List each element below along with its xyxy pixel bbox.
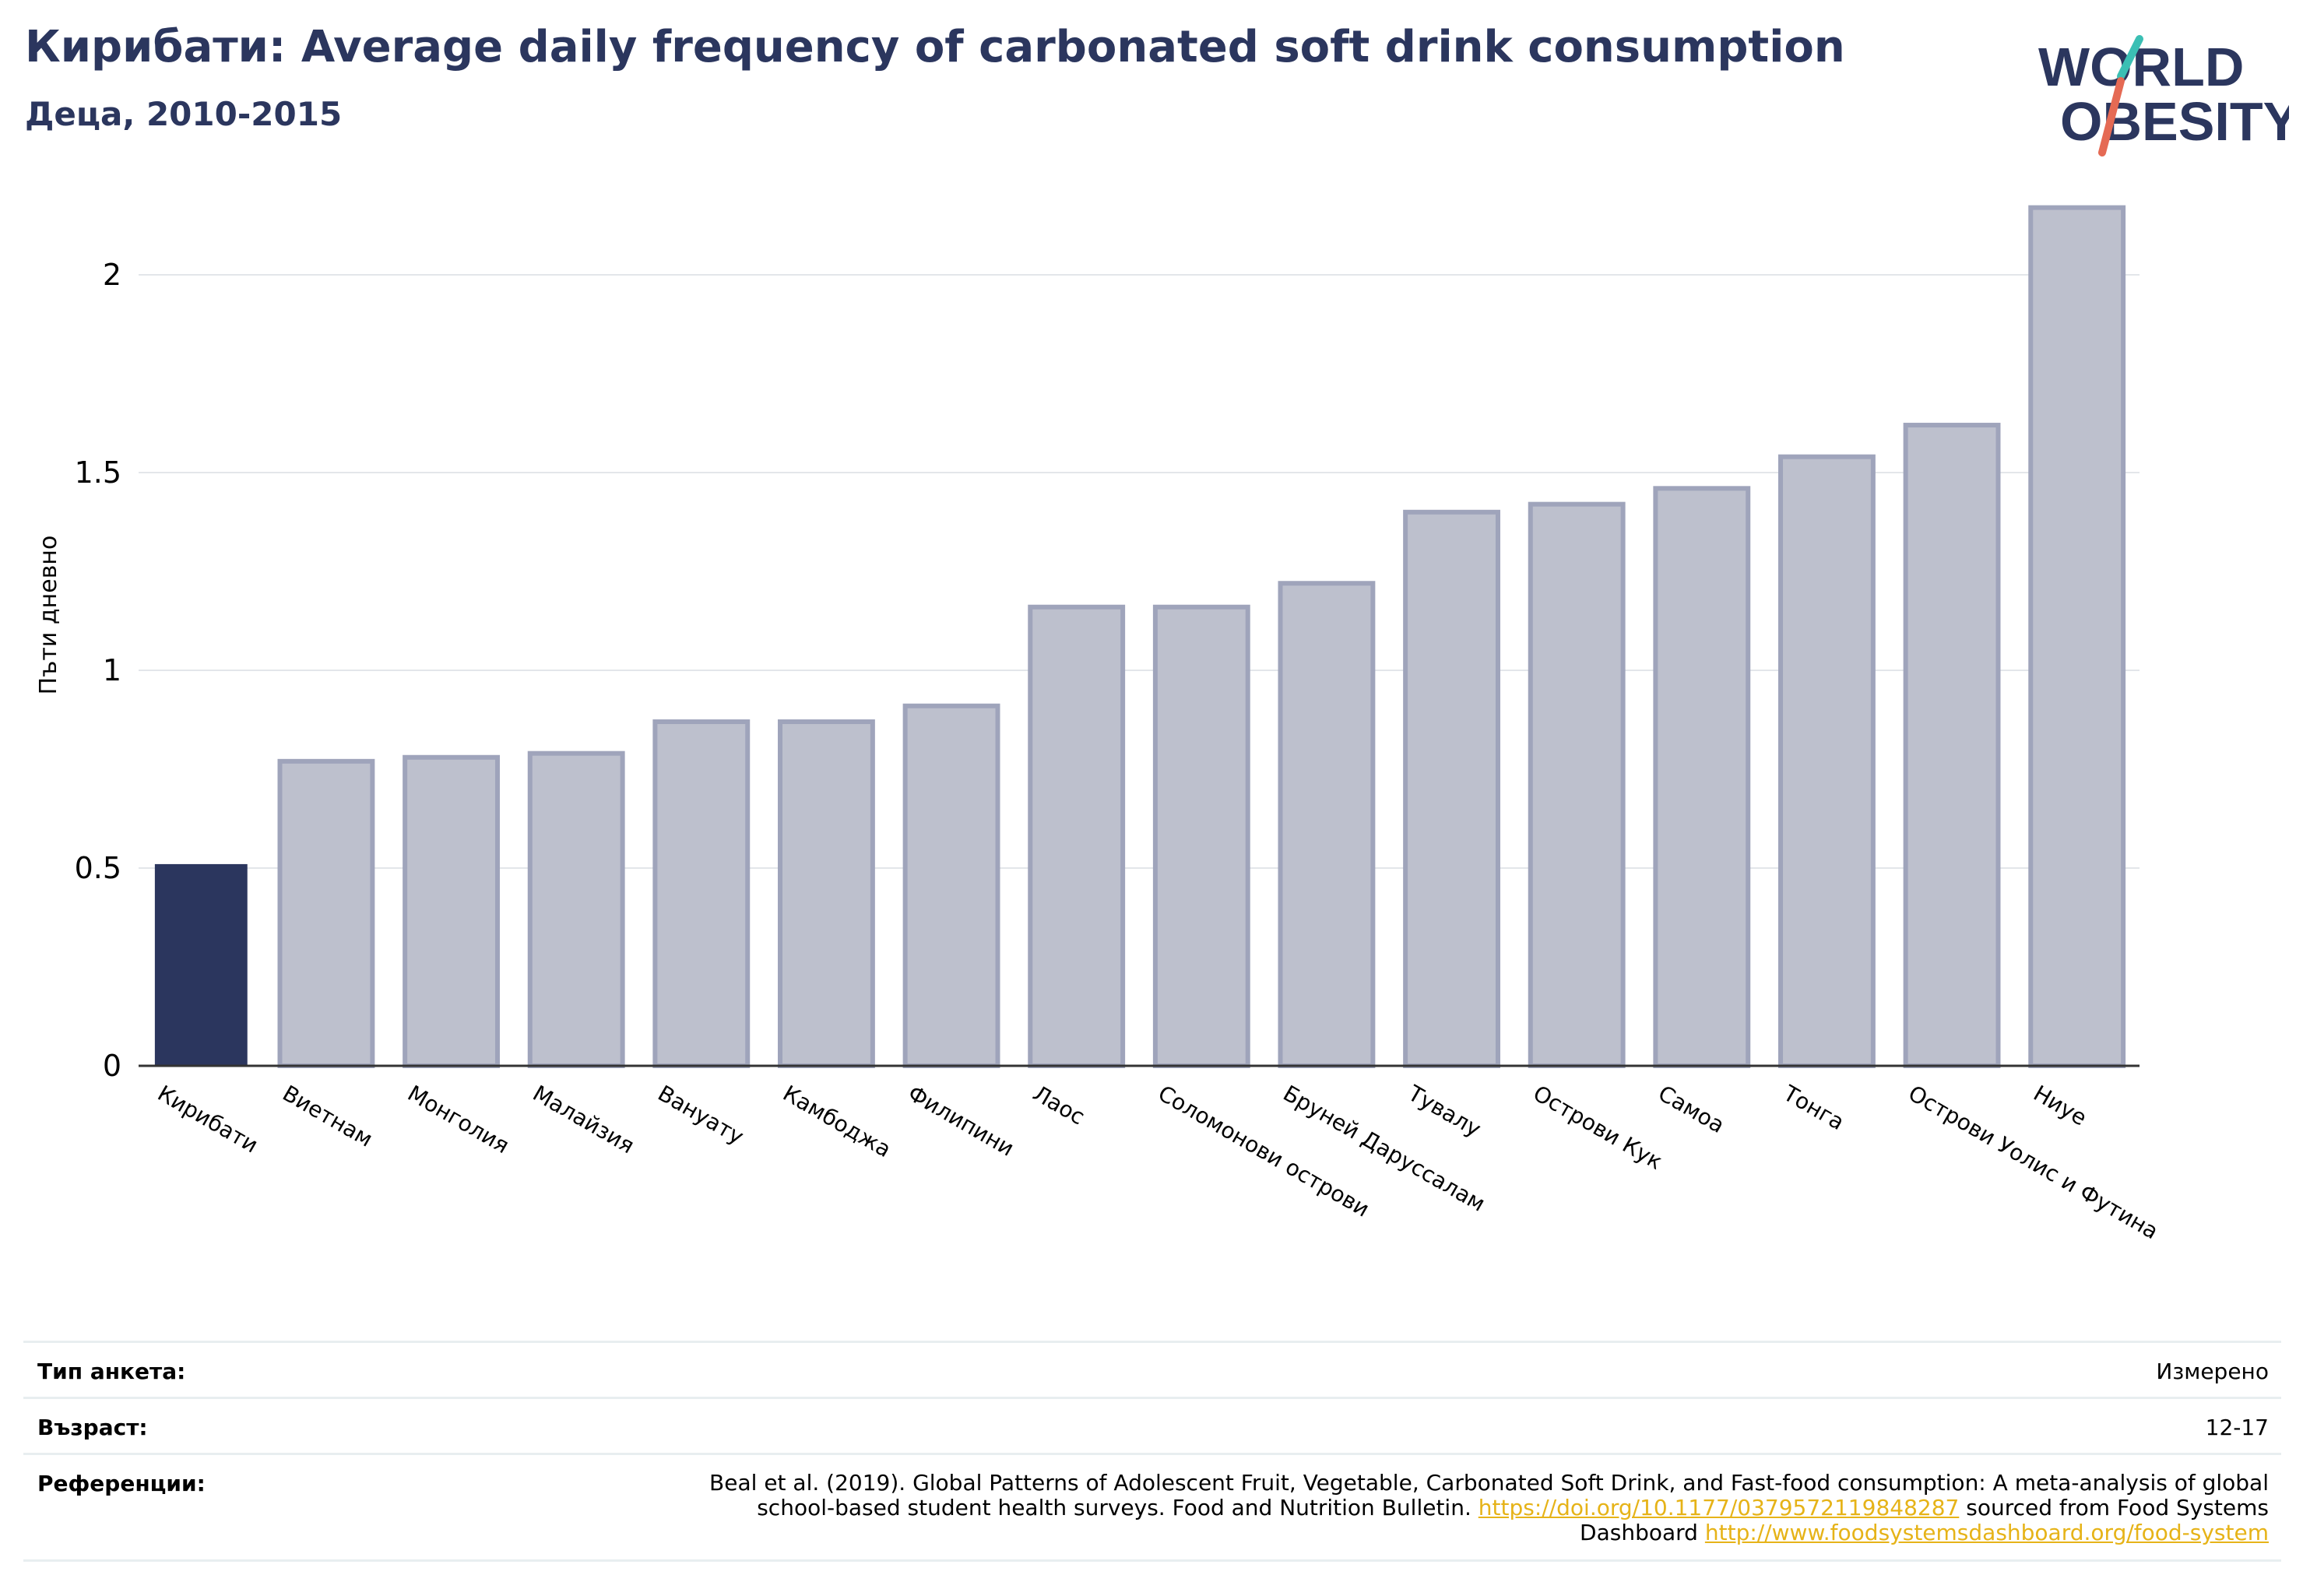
bar (652, 719, 751, 1068)
x-tick-labels: Кирибати Виетнам Монголия Малайзия Вануату Ка… (153, 1080, 2163, 1244)
bar (277, 758, 375, 1069)
bar (1528, 501, 1626, 1068)
bar (902, 703, 1000, 1068)
x-tick-label: Монголия (403, 1080, 514, 1158)
reference-doi-link[interactable]: https://doi.org/10.1177/0379572119848287 (1478, 1495, 1960, 1520)
meta-row-age: Възраст: 12-17 (23, 1397, 2281, 1454)
chart-subtitle: Деца, 2010-2015 (25, 95, 343, 133)
y-tick-label: 1.5 (75, 455, 121, 490)
survey-type-value: Измерено (2156, 1359, 2269, 1384)
y-tick-label: 2 (103, 258, 121, 292)
x-tick-label: Вануату (653, 1080, 748, 1149)
bar (2028, 205, 2126, 1068)
logo-line2: OBESITY (2060, 91, 2289, 152)
logo-line1: WORLD (2038, 37, 2244, 97)
x-tick-label: Самоа (1654, 1080, 1728, 1138)
bar-chart: 0 0.5 1 1.5 2 Кирибати Виетнам Монголия Малайзи… (35, 205, 2163, 1244)
meta-row-references: Референции: Beal et al. (2019). Global P… (23, 1453, 2281, 1562)
x-tick-label: Филипини (904, 1080, 1019, 1161)
reference-source: sourced from Food Systems Dashboard (1580, 1495, 2269, 1545)
x-tick-label: Тувалу (1403, 1080, 1486, 1142)
x-tick-label: Тонга (1778, 1080, 1848, 1135)
reference-citation: Beal et al. (2019). Global Patterns of A… (709, 1470, 2269, 1520)
bar (527, 751, 625, 1068)
bar (154, 863, 248, 1066)
x-tick-label: Камбоджа (779, 1080, 895, 1162)
references-text: Beal et al. (2019). Global Patterns of A… (634, 1471, 2269, 1545)
bar (778, 719, 875, 1068)
y-tick-label: 0.5 (75, 851, 121, 885)
bar (1028, 604, 1126, 1068)
chart-title: Кирибати: Average daily frequency of car… (25, 22, 1845, 72)
x-tick-label: Малайзия (529, 1080, 639, 1158)
world-obesity-logo: WORLD OBESITY (2038, 35, 2289, 156)
x-tick-label: Лаос (1028, 1080, 1089, 1130)
meta-row-survey: Тип анкета: Измерено (23, 1341, 2281, 1397)
y-tick-label: 0 (103, 1049, 121, 1083)
x-tick-label: Виетнам (278, 1080, 377, 1151)
survey-type-label: Тип анкета: (37, 1359, 186, 1384)
bars (154, 205, 2126, 1069)
bar (1903, 423, 2001, 1068)
bar (1653, 486, 1751, 1068)
bar (1778, 454, 1876, 1068)
x-tick-label: Бруней Даруссалам (1278, 1080, 1489, 1216)
bar (1152, 604, 1250, 1068)
logo-slash-coral (2098, 77, 2125, 156)
age-label: Възраст: (37, 1415, 148, 1440)
bar (1403, 509, 1500, 1068)
x-tick-label: Острови Кук (1529, 1080, 1667, 1174)
age-value: 12-17 (2205, 1415, 2269, 1440)
y-axis-label: Пъти дневно (35, 536, 62, 695)
x-tick-label: Ниуе (2029, 1080, 2091, 1130)
x-tick-label: Соломонови острови (1154, 1080, 1374, 1222)
logo-slash-teal (2117, 35, 2143, 80)
y-tick-label: 1 (103, 653, 121, 687)
bar (1278, 581, 1376, 1068)
references-label: Референции: (37, 1471, 206, 1496)
reference-dashboard-link[interactable]: http://www.foodsystemsdashboard.org/food… (1704, 1520, 2269, 1545)
bar (403, 754, 500, 1068)
y-tick-labels: 0 0.5 1 1.5 2 (75, 258, 121, 1083)
x-tick-label: Кирибати (153, 1080, 262, 1158)
